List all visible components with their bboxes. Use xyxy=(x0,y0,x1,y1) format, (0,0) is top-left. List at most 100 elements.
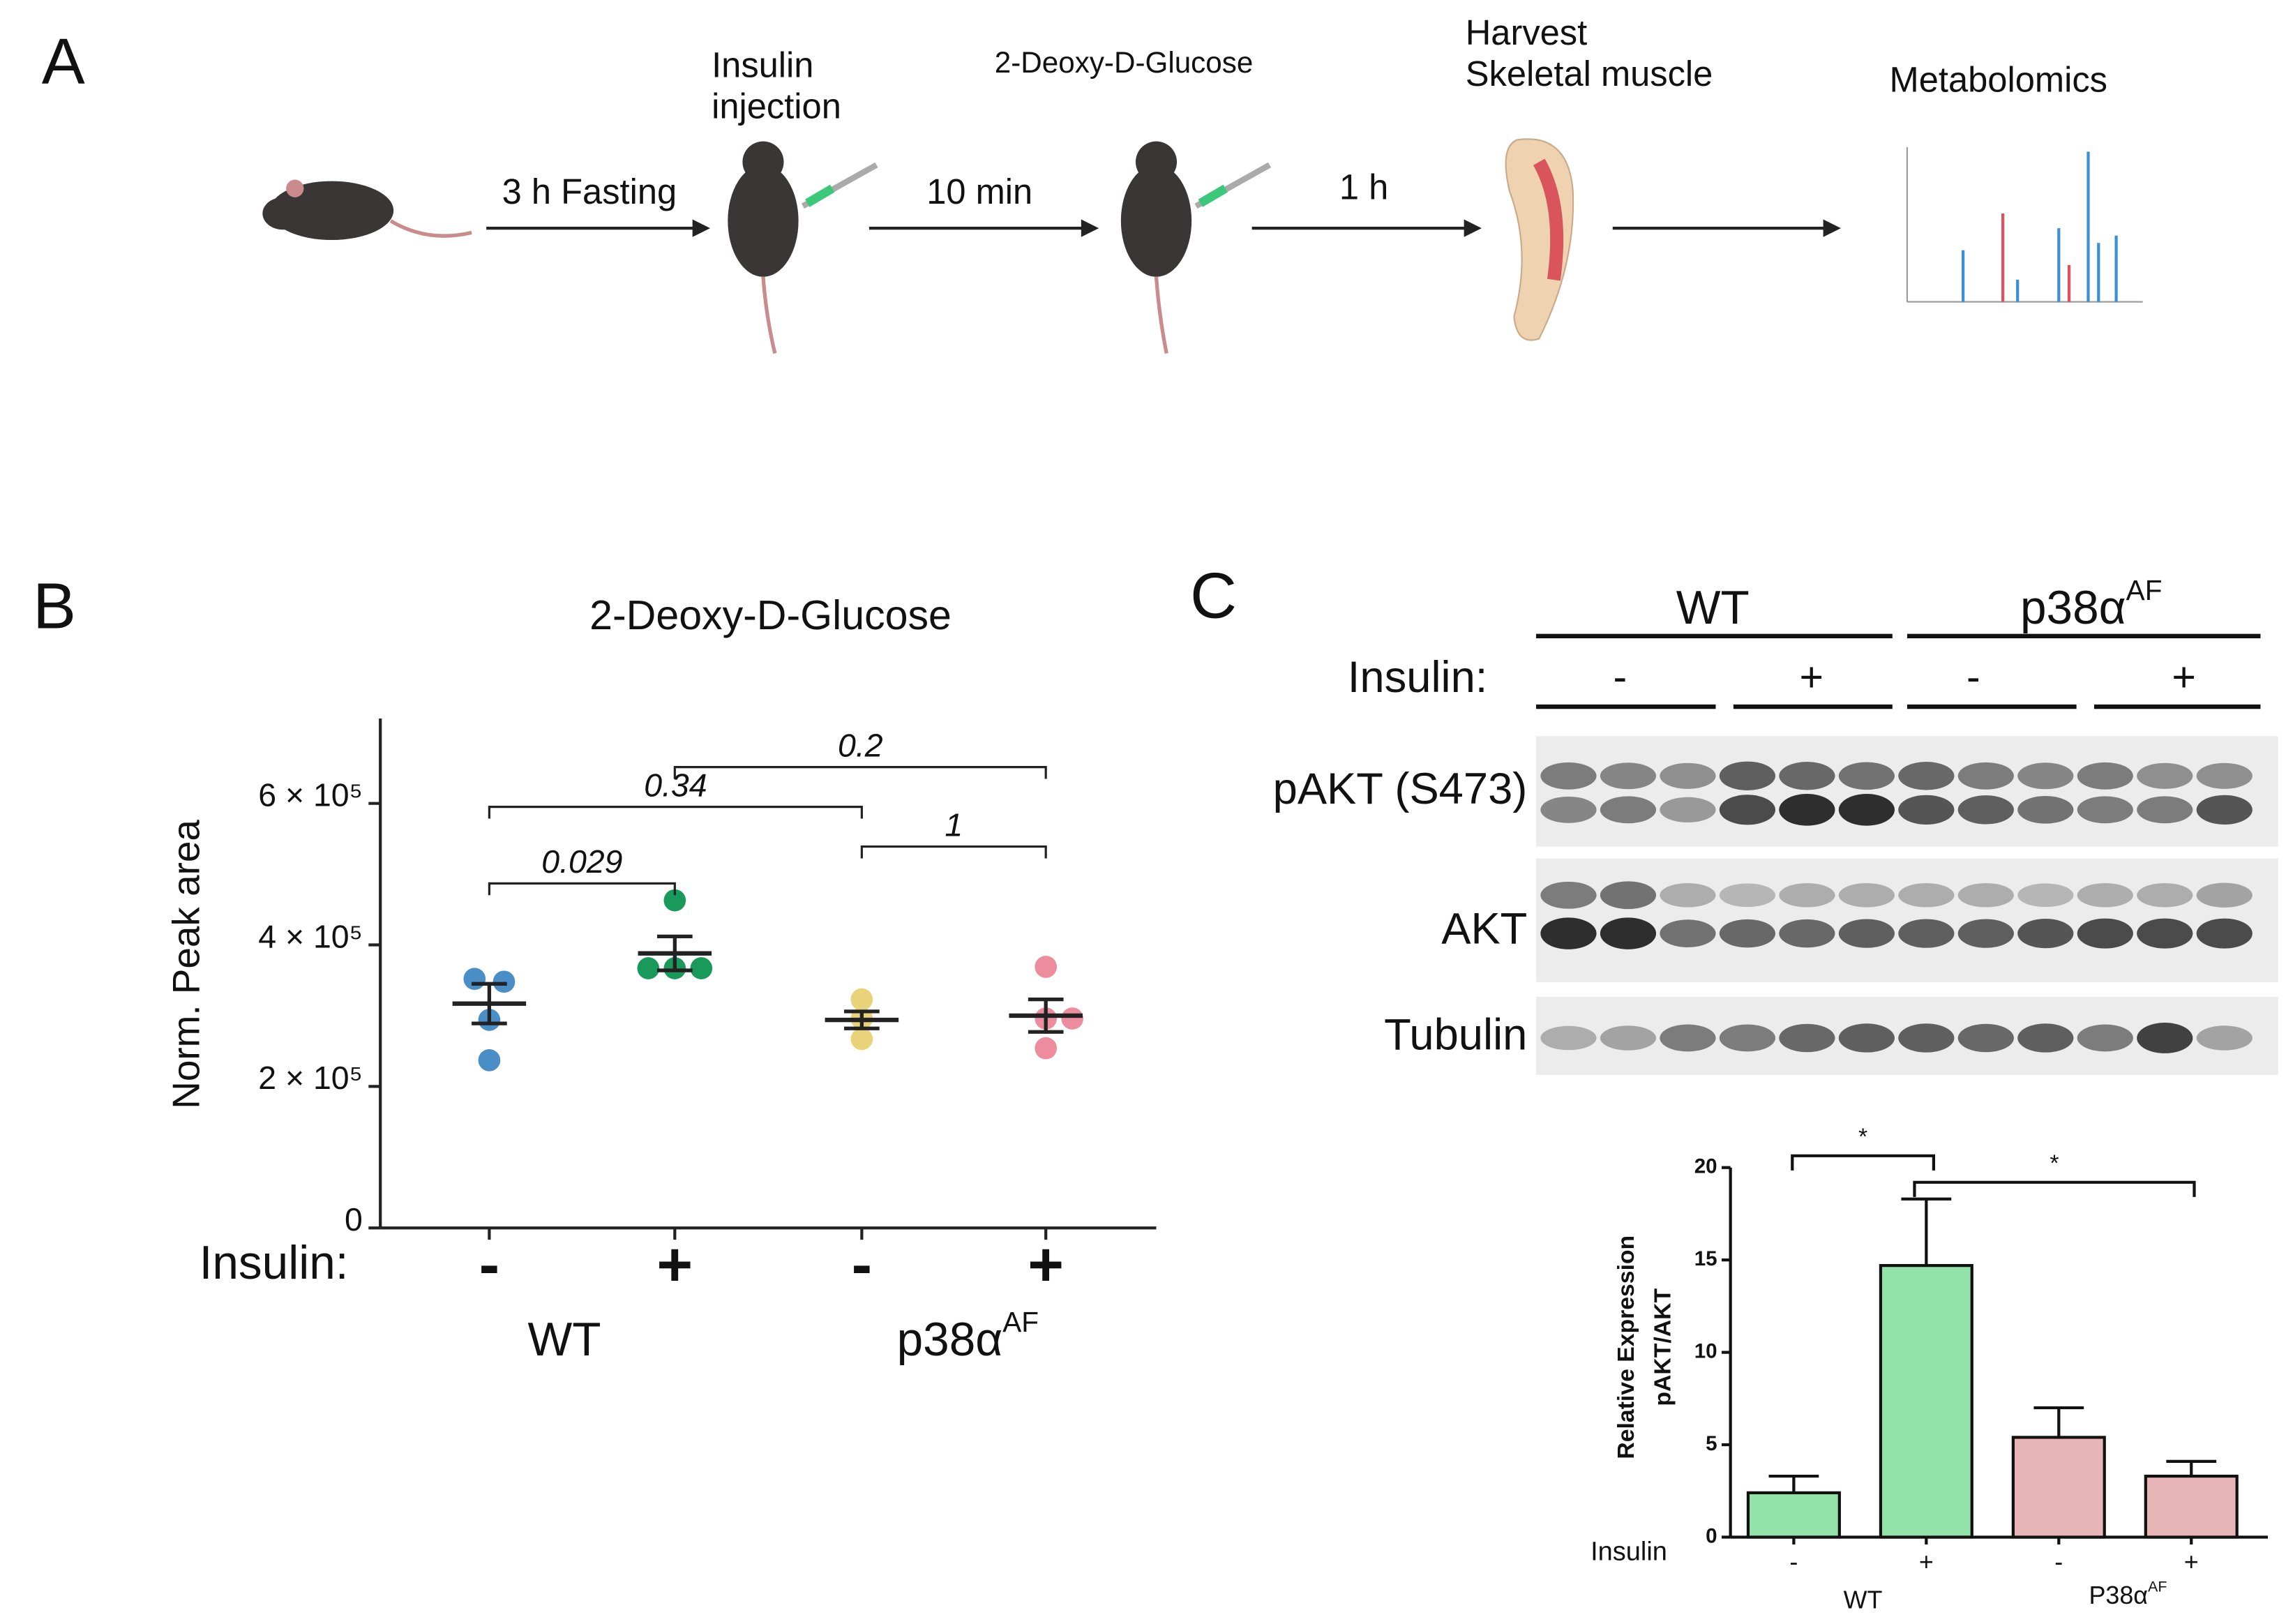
data-point xyxy=(850,1028,873,1051)
data-point xyxy=(1035,956,1058,978)
x-axis-label: Insulin: xyxy=(200,1237,349,1289)
comparison-bracket xyxy=(673,766,1047,779)
significance-mark: * xyxy=(1858,1123,1867,1150)
bar xyxy=(2144,1474,2239,1539)
blot-band xyxy=(2017,795,2074,824)
blot-band xyxy=(2137,1023,2193,1053)
bar xyxy=(1746,1491,1841,1539)
treatment-label: Insulin: xyxy=(1348,653,1488,702)
comparison-bracket xyxy=(488,882,676,896)
blot-band xyxy=(1838,1023,1895,1053)
blot-band xyxy=(1957,1023,2014,1053)
panel-a xyxy=(262,138,2143,354)
y-tick-label: 6 × 10⁵ xyxy=(258,777,363,813)
blot-band xyxy=(1540,762,1597,790)
significance-mark: * xyxy=(2050,1150,2059,1176)
data-point xyxy=(663,889,686,912)
x-tick-label: - xyxy=(2054,1548,2063,1576)
y-tick-label: 2 × 10⁵ xyxy=(258,1060,363,1096)
mouse-icon xyxy=(728,141,878,354)
blot-band xyxy=(1898,919,1955,948)
blot-band xyxy=(1719,761,1776,790)
blot-band xyxy=(1600,881,1657,910)
bar xyxy=(1879,1263,1973,1539)
blot-band xyxy=(2017,919,2074,949)
blot-band xyxy=(2077,1024,2133,1052)
blot-band xyxy=(1957,762,2014,790)
data-point xyxy=(850,988,873,1011)
blot-band xyxy=(1838,762,1895,790)
spectrum-icon xyxy=(1906,147,2143,303)
blot-row xyxy=(1536,736,2278,847)
blot-band xyxy=(1957,919,2014,948)
blot-band xyxy=(1957,882,2014,908)
blot-group-label: WT xyxy=(1676,582,1750,634)
p-value: 0.029 xyxy=(541,843,622,880)
stage-label: Harvest xyxy=(1466,13,1587,52)
group-label-main: WT xyxy=(528,1314,601,1366)
blot-band xyxy=(1719,919,1776,948)
panel-label: C xyxy=(1190,559,1237,632)
y-tick-label: 4 × 10⁵ xyxy=(258,918,363,954)
group-label-main: WT xyxy=(1844,1586,1883,1614)
group-label-sup: AF xyxy=(2148,1578,2167,1595)
treatment-sign: - xyxy=(1613,654,1627,700)
blot-band xyxy=(2196,1025,2253,1051)
group-label-main: P38α xyxy=(2089,1581,2148,1609)
blot-band xyxy=(1779,919,1835,948)
significance-bracket xyxy=(1913,1180,2196,1197)
data-point xyxy=(478,1049,501,1072)
blot-band xyxy=(1838,882,1895,908)
blot-band xyxy=(1957,795,2014,825)
blot-band xyxy=(1600,1025,1657,1051)
data-point xyxy=(637,957,660,979)
data-point xyxy=(1035,1037,1058,1060)
arrow-head xyxy=(1823,219,1841,237)
bar xyxy=(2011,1436,2106,1539)
blot-band xyxy=(1898,762,1955,790)
stage-label: Skeletal muscle xyxy=(1466,54,1713,93)
blot-band xyxy=(1779,882,1835,908)
blot-band xyxy=(1838,794,1895,826)
mouse-icon xyxy=(1120,141,1272,354)
blot-band xyxy=(2077,882,2133,908)
blot-band xyxy=(1898,882,1955,908)
significance-bracket xyxy=(1791,1154,1936,1171)
x-tick-label: + xyxy=(1919,1548,1934,1576)
blot-band xyxy=(2196,795,2253,825)
x-tick-label: - xyxy=(1789,1548,1798,1576)
group-label: p38αAF xyxy=(897,1306,1039,1366)
mouse-icon xyxy=(262,179,472,241)
blot-group-label: p38αAF xyxy=(2020,574,2162,634)
y-tick-label: 0 xyxy=(345,1201,363,1238)
blot-band xyxy=(1540,1025,1597,1051)
arrow-label: 1 h xyxy=(1339,167,1388,207)
blot-band xyxy=(1600,762,1657,790)
blot-band xyxy=(1898,1023,1955,1053)
blot-band xyxy=(2137,882,2193,908)
panel-label: A xyxy=(42,25,85,98)
y-axis-label: Relative Expression xyxy=(1613,1235,1639,1459)
blot-band xyxy=(1660,882,1716,908)
blot-band xyxy=(2017,762,2074,790)
p-value: 1 xyxy=(945,806,963,843)
group-label: WT xyxy=(1844,1586,1883,1614)
blot-band xyxy=(1719,795,1776,825)
chart-title: 2-Deoxy-D-Glucose xyxy=(589,592,952,638)
blot-row-label: AKT xyxy=(1441,905,1527,954)
x-tick-label: - xyxy=(852,1230,873,1299)
comparison-bracket xyxy=(488,806,863,819)
x-tick-label: + xyxy=(1028,1230,1064,1299)
p-value: 0.2 xyxy=(838,727,883,763)
arrow-head xyxy=(1464,219,1482,237)
muscle-fiber xyxy=(1533,158,1564,281)
group-label: WT xyxy=(528,1314,601,1366)
blot-group-label-main: p38α xyxy=(2020,582,2126,634)
blot-band xyxy=(1779,1023,1835,1053)
blot-band xyxy=(2137,762,2193,789)
data-point xyxy=(690,957,713,979)
y-tick-label: 15 xyxy=(1694,1247,1717,1270)
blot-band xyxy=(2137,918,2193,949)
blot-band xyxy=(2196,918,2253,949)
